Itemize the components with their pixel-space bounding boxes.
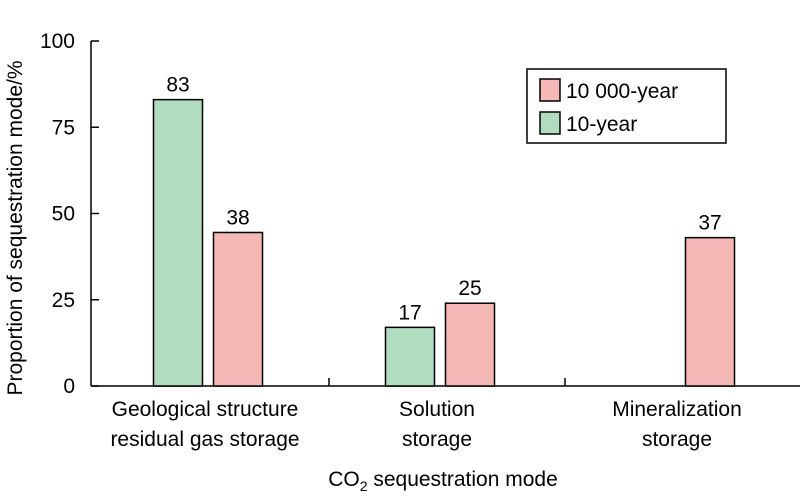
bar	[152, 98, 204, 387]
legend: 10 000-year 10-year	[526, 68, 727, 144]
x-axis-title-pre: CO	[328, 468, 360, 491]
bar	[684, 236, 736, 387]
y-tick-label: 50	[52, 203, 75, 226]
x-axis-ticks	[328, 378, 566, 386]
category-label-line2: storage	[402, 428, 472, 451]
category-label-line2: residual gas storage	[110, 428, 299, 451]
category-label-line1: Mineralization	[612, 398, 742, 421]
category-label-line2: storage	[642, 428, 712, 451]
data-label: 17	[398, 301, 421, 324]
legend-swatch	[539, 111, 561, 135]
category-label-line1: Geological structure	[112, 398, 299, 421]
y-tick-label: 0	[63, 375, 75, 398]
bar	[444, 302, 496, 387]
y-axis-ticks: 0 25 50 75 100	[40, 30, 99, 398]
y-axis-title: Proportion of sequestration mode/%	[4, 60, 27, 395]
data-label: 37	[698, 212, 721, 235]
bar	[384, 326, 436, 387]
y-tick-label: 75	[52, 116, 75, 139]
data-label: 83	[166, 74, 189, 97]
category-label-line1: Solution	[399, 398, 475, 421]
bar	[212, 231, 264, 387]
y-tick-label: 100	[40, 30, 75, 53]
data-label: 25	[458, 277, 481, 300]
category-labels: Geological structure residual gas storage…	[110, 398, 741, 451]
data-label: 38	[226, 206, 249, 229]
bars	[152, 98, 736, 387]
legend-swatch	[539, 78, 561, 102]
y-tick-label: 25	[52, 289, 75, 312]
x-axis-title: CO2 sequestration mode	[328, 468, 558, 494]
legend-label: 10-year	[566, 113, 637, 136]
x-axis-title-post: sequestration mode	[368, 468, 558, 491]
data-labels: 83 17 38 25 37	[166, 74, 721, 325]
x-axis-title-sub: 2	[360, 478, 368, 494]
legend-label: 10 000-year	[566, 80, 678, 103]
legend-items: 10 000-year 10-year	[539, 78, 678, 136]
